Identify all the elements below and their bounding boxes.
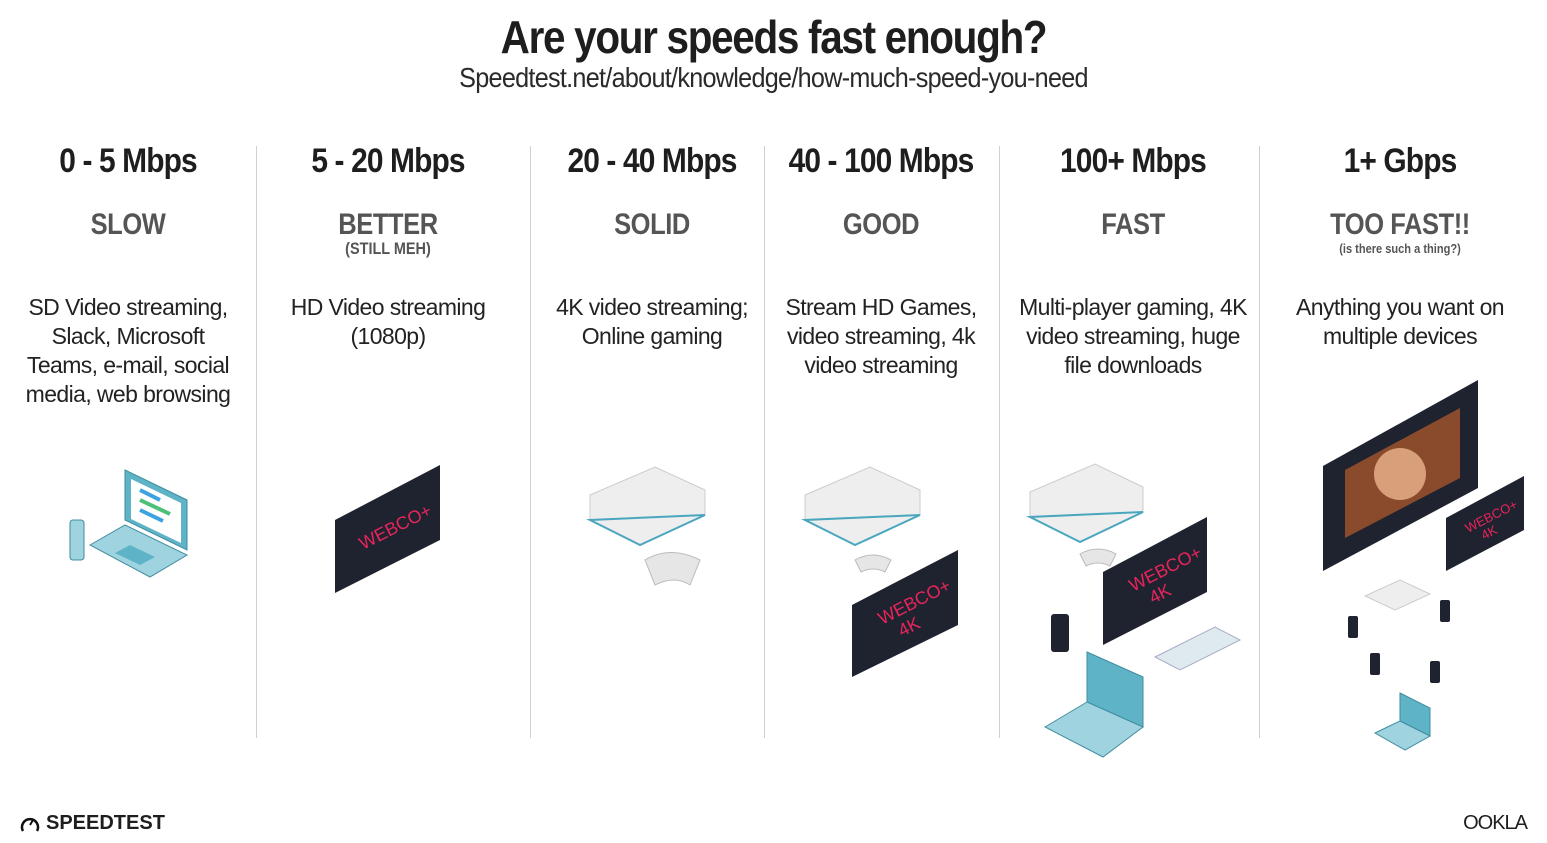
ookla-logo: OOKLA — [1463, 812, 1528, 834]
tier-range: 20 - 40 Mbps — [567, 142, 737, 180]
page-title: Are your speeds fast enough? — [500, 11, 1048, 63]
tier-range: 100+ Mbps — [1060, 142, 1207, 180]
laptop-phone-illustration — [69, 469, 189, 578]
tier-description: SD Video streaming, Slack, Microsoft Tea… — [25, 294, 231, 407]
divider — [764, 146, 765, 738]
tv-resolution-text: 4K — [1479, 522, 1500, 543]
tier-description: HD Video streaming (1080p) — [290, 294, 486, 349]
tier-label: BETTER — [338, 208, 438, 241]
tier-description: 4K video streaming; Online gaming — [556, 294, 748, 349]
tier-label: TOO FAST!! — [1330, 208, 1470, 241]
tier-description: Multi-player gaming, 4K video streaming,… — [1019, 294, 1247, 378]
divider — [530, 146, 531, 738]
speedtest-logo-text: SPEEDTEST — [46, 812, 165, 834]
speedometer-icon — [20, 817, 40, 832]
console-tv-illustration: WEBCO+ 4K — [801, 466, 958, 677]
tier-description: Stream HD Games, video streaming, 4k vid… — [785, 294, 977, 378]
tier-range: 5 - 20 Mbps — [311, 142, 465, 180]
tier-good: 40 - 100 Mbps GOOD — [766, 140, 996, 240]
divider — [1259, 146, 1260, 738]
tier-sublabel: (is there such a thing?) — [1339, 241, 1461, 256]
divider — [256, 146, 257, 738]
tier-better: 5 - 20 Mbps BETTER (STILL MEH) — [268, 140, 508, 258]
tier-range: 1+ Gbps — [1343, 142, 1458, 180]
tier-slow: 0 - 5 Mbps SLOW — [8, 140, 248, 240]
multi-device-illustration: WEBCO+ 4K — [1026, 463, 1242, 758]
console-controller-illustration — [586, 466, 706, 586]
tier-label: FAST — [1101, 208, 1165, 241]
speedtest-logo: SPEEDTEST — [20, 812, 165, 835]
divider — [999, 146, 1000, 738]
page-subtitle: Speedtest.net/about/knowledge/how-much-s… — [459, 62, 1088, 93]
tier-description: Anything you want on multiple devices — [1296, 294, 1505, 349]
tv-illustration: WEBCO+ — [335, 465, 440, 593]
big-tv-many-devices-illustration: WEBCO+ 4K — [1323, 380, 1524, 751]
tier-label: GOOD — [842, 208, 920, 241]
tier-range: 40 - 100 Mbps — [788, 142, 975, 180]
tier-sublabel: (STILL MEH) — [345, 239, 431, 258]
tier-label: SLOW — [90, 208, 166, 241]
tier-solid: 20 - 40 Mbps SOLID — [535, 140, 769, 240]
tier-too-fast: 1+ Gbps TOO FAST!! (is there such a thin… — [1280, 140, 1520, 258]
tier-range: 0 - 5 Mbps — [59, 142, 197, 180]
tier-fast: 100+ Mbps FAST — [1013, 140, 1253, 240]
tier-label: SOLID — [614, 208, 690, 241]
